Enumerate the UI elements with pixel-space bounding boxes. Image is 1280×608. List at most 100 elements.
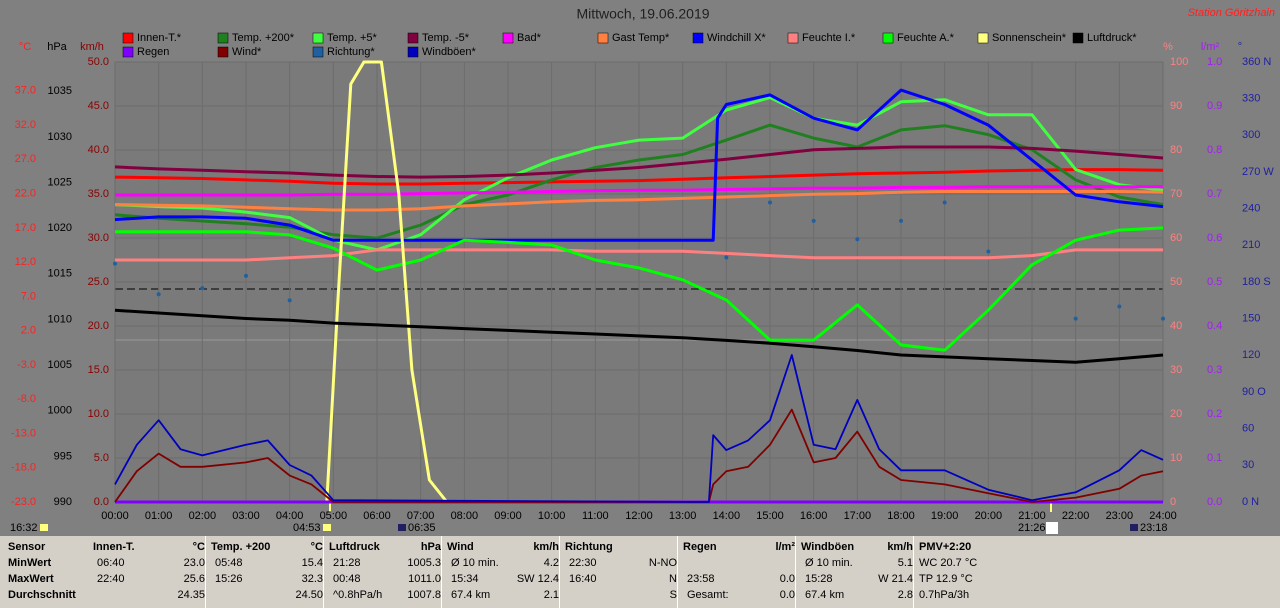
- x-tick-label: 17:00: [844, 510, 872, 522]
- column-separator: [205, 536, 206, 608]
- y-tick-label: 1035: [48, 85, 72, 97]
- y-tick-label: 300: [1242, 129, 1260, 141]
- series-line: [114, 308, 1164, 364]
- x-tick-label: 09:00: [494, 510, 522, 522]
- y-tick-label: 1025: [48, 176, 72, 188]
- y-tick-label: 37.0: [15, 85, 36, 97]
- x-tick-label: 10:00: [538, 510, 566, 522]
- axis-unit: %: [1163, 41, 1173, 53]
- row-label: Durchschnitt: [8, 589, 76, 601]
- legend-swatch: [217, 46, 229, 58]
- y-tick-label: 40.0: [88, 144, 109, 156]
- cell-label: TP 12.9 °C: [919, 573, 973, 585]
- chart: Mittwoch, 19.06.2019 Station Göritzhain …: [10, 6, 1275, 534]
- column-separator: [795, 536, 796, 608]
- y-tick-label: 90: [1170, 100, 1182, 112]
- series-line: [114, 145, 1164, 179]
- cell-label: 00:48: [333, 573, 361, 585]
- x-tick-label: 14:00: [713, 510, 741, 522]
- y-tick-label: 1005: [48, 359, 72, 371]
- sun-moon-time: 21:26: [1018, 522, 1046, 534]
- x-tick-label: 22:00: [1062, 510, 1090, 522]
- cell-label: 05:48: [215, 557, 243, 569]
- y-tick-label: 15.0: [88, 364, 109, 376]
- legend-swatch: [407, 32, 419, 44]
- y-tick-label: 2.0: [21, 325, 36, 337]
- direction-dot: [1117, 304, 1122, 309]
- series-line: [114, 190, 1164, 212]
- column-header: PMV+2:20: [919, 541, 972, 553]
- direction-dot: [855, 237, 860, 242]
- y-tick-label: 40: [1170, 320, 1182, 332]
- direction-dot: [287, 298, 292, 303]
- sun-moon-time: 23:18: [1140, 522, 1168, 534]
- column-unit: l/m²: [775, 541, 795, 553]
- y-tick-label: 360 N: [1242, 56, 1271, 68]
- column-unit: km/h: [533, 541, 559, 553]
- cell-value: 0.0: [779, 589, 795, 601]
- axis-unit: hPa: [47, 41, 67, 53]
- cell-label: 06:40: [97, 557, 125, 569]
- y-tick-label: 0.2: [1207, 408, 1222, 420]
- cell-label: 16:40: [569, 573, 597, 585]
- series-line: [114, 354, 1164, 503]
- cell-value: 1007.8: [407, 589, 441, 601]
- column-separator: [913, 536, 914, 608]
- legend-swatch: [882, 32, 894, 44]
- x-tick-label: 00:00: [101, 510, 129, 522]
- y-tick-label: 30: [1242, 459, 1254, 471]
- cell-label: Gesamt:: [687, 589, 729, 601]
- x-tick-label: 18:00: [887, 510, 915, 522]
- cell-value: 1011.0: [408, 573, 441, 585]
- cell-value: N: [669, 573, 677, 585]
- legend-swatch: [977, 32, 989, 44]
- column-unit: °C: [310, 541, 323, 553]
- y-tick-label: 0.1: [1207, 452, 1222, 464]
- x-tick-label: 24:00: [1149, 510, 1177, 522]
- legend-label: Gast Temp*: [612, 32, 670, 44]
- axis-unit: l/m²: [1201, 41, 1220, 53]
- cell-label: Ø 10 min.: [451, 557, 499, 569]
- statistics-table: Sensor MinWert MaxWert Durchschnitt Innen-T.…: [0, 536, 1280, 608]
- cell-value: 24.35: [177, 589, 205, 601]
- legend-label: Sonnenschein*: [992, 32, 1067, 44]
- x-tick-label: 15:00: [756, 510, 784, 522]
- y-tick-label: 240: [1242, 203, 1260, 215]
- x-tick-label: 21:00: [1018, 510, 1046, 522]
- x-tick-label: 01:00: [145, 510, 173, 522]
- column-header: Regen: [683, 541, 717, 553]
- y-tick-label: 7.0: [21, 290, 36, 302]
- moonset-icon: [1130, 524, 1138, 531]
- y-tick-label: 17.0: [15, 222, 36, 234]
- column-separator: [323, 536, 324, 608]
- legend-label: Temp. +5*: [327, 32, 378, 44]
- direction-dot: [986, 249, 991, 254]
- cell-label: 67.4 km: [805, 589, 845, 601]
- series-line: [115, 226, 1164, 352]
- cell-value: 32.3: [301, 573, 323, 585]
- y-tick-label: -8.0: [17, 393, 36, 405]
- y-tick-label: 0.8: [1207, 144, 1222, 156]
- legend-swatch: [597, 32, 609, 44]
- row-label: MaxWert: [8, 573, 54, 585]
- y-tick-label: -3.0: [17, 359, 36, 371]
- cell-label: 0.7hPa/3h: [919, 589, 970, 601]
- y-tick-label: 0.7: [1207, 188, 1222, 200]
- y-tick-label: 0.0: [94, 496, 109, 508]
- cell-value: 15.4: [301, 557, 323, 569]
- column-separator: [677, 536, 678, 608]
- direction-dot: [244, 273, 248, 278]
- legend-label: Innen-T.*: [137, 32, 182, 44]
- y-tick-label: 1020: [48, 222, 72, 234]
- y-tick-label: 0.3: [1207, 364, 1222, 376]
- x-tick-label: 06:00: [363, 510, 391, 522]
- y-tick-label: 990: [54, 496, 72, 508]
- y-tick-label: 50.0: [88, 56, 109, 68]
- column-unit: km/h: [887, 541, 913, 553]
- y-tick-label: 1030: [48, 131, 72, 143]
- y-tick-label: 210: [1242, 239, 1260, 251]
- series-line: [114, 88, 1164, 242]
- cell-label: 15:28: [805, 573, 833, 585]
- y-tick-label: 995: [54, 450, 72, 462]
- y-tick-label: 22.0: [15, 187, 36, 199]
